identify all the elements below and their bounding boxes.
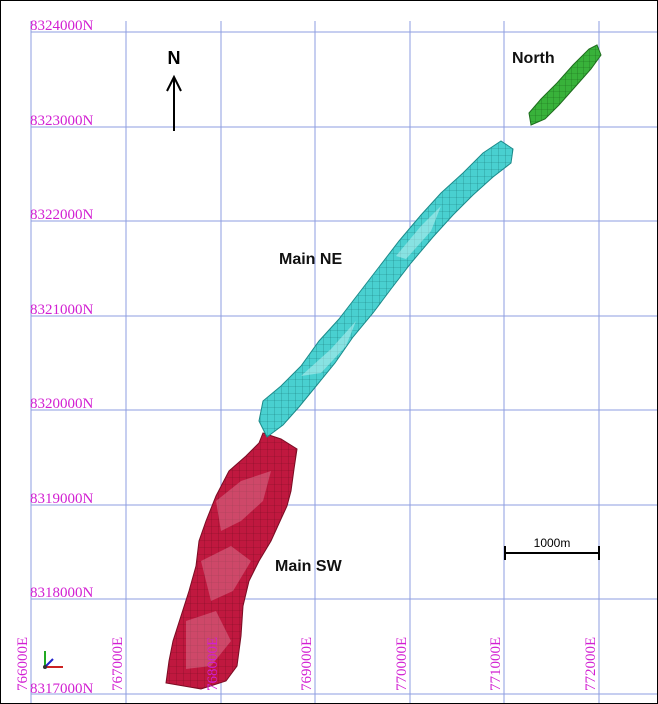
easting-labels: 766000E 767000E 768000E 769000E 770000E … [15, 637, 599, 691]
northing-label: 8323000N [30, 113, 94, 129]
coordinate-grid [30, 21, 657, 703]
scale-bar-label: 1000m [534, 536, 571, 550]
easting-label: 769000E [299, 637, 315, 691]
north-deposit [528, 44, 602, 126]
north-label: N [168, 48, 181, 68]
easting-label: 771000E [488, 637, 504, 691]
northing-labels: 8324000N 8323000N 8322000N 8321000N 8320… [30, 18, 94, 697]
easting-label: 770000E [394, 637, 410, 691]
main-sw-deposit [165, 432, 298, 690]
scale-bar: 1000m [504, 536, 600, 560]
easting-label: 767000E [110, 637, 126, 691]
northing-label: 8322000N [30, 207, 94, 223]
easting-label: 768000E [205, 637, 221, 691]
northing-label: 8324000N [30, 18, 94, 34]
north-deposit-label: North [512, 50, 555, 67]
northing-label: 8321000N [30, 302, 94, 318]
main-sw-label: Main SW [275, 558, 343, 575]
easting-label: 766000E [15, 637, 31, 691]
northing-label: 8318000N [30, 585, 94, 601]
north-arrow: N [166, 48, 182, 131]
easting-label: 772000E [583, 637, 599, 691]
main-ne-deposit [258, 140, 514, 438]
northing-label: 8317000N [30, 681, 94, 697]
main-ne-label: Main NE [279, 251, 342, 268]
northing-label: 8319000N [30, 491, 94, 507]
axis-triad-icon [43, 651, 63, 669]
northing-label: 8320000N [30, 396, 94, 412]
